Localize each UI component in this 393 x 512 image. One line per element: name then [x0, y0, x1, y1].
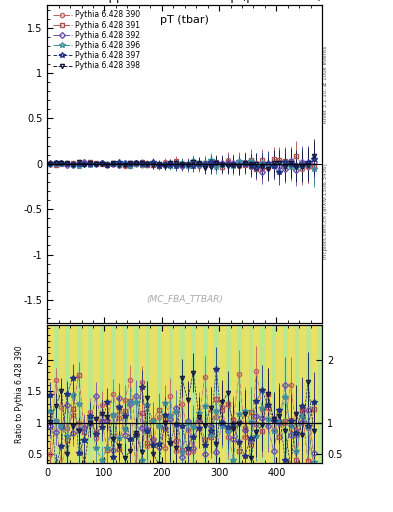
Bar — [299, 325, 305, 463]
Bar — [242, 325, 248, 463]
Bar — [59, 325, 64, 463]
Bar — [139, 325, 145, 463]
Bar — [288, 325, 294, 463]
Bar — [105, 325, 110, 463]
Bar — [208, 325, 213, 463]
Text: pT (tbar): pT (tbar) — [160, 15, 209, 25]
Bar — [311, 325, 316, 463]
Bar — [150, 325, 156, 463]
Bar — [116, 325, 122, 463]
Bar — [82, 325, 87, 463]
Bar — [276, 325, 282, 463]
Text: Top (parton level): Top (parton level) — [218, 0, 322, 3]
Bar — [162, 325, 167, 463]
Bar — [127, 325, 133, 463]
Text: 7000 GeV pp: 7000 GeV pp — [47, 0, 124, 3]
Bar — [253, 325, 259, 463]
Bar — [265, 325, 271, 463]
Bar — [93, 325, 99, 463]
Bar — [231, 325, 236, 463]
Text: (MC_FBA_TTBAR): (MC_FBA_TTBAR) — [146, 294, 223, 304]
Bar — [219, 325, 225, 463]
Bar — [196, 325, 202, 463]
Bar — [47, 325, 53, 463]
Bar — [185, 325, 191, 463]
Bar — [70, 325, 76, 463]
Y-axis label: Ratio to Pythia 6.428 390: Ratio to Pythia 6.428 390 — [15, 346, 24, 443]
Legend: Pythia 6.428 390, Pythia 6.428 391, Pythia 6.428 392, Pythia 6.428 396, Pythia 6: Pythia 6.428 390, Pythia 6.428 391, Pyth… — [51, 9, 141, 72]
Text: mcplots.cern.ch [arXiv:1306.3436]: mcplots.cern.ch [arXiv:1306.3436] — [323, 164, 328, 259]
Text: Rivet 3.1.10, ≥ 100k events: Rivet 3.1.10, ≥ 100k events — [323, 46, 328, 123]
Bar — [173, 325, 179, 463]
